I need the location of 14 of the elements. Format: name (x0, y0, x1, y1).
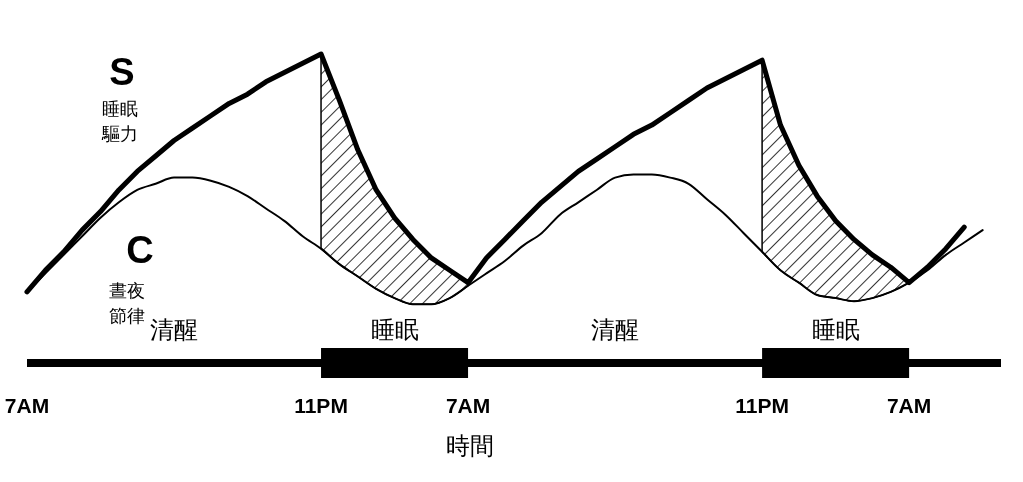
x-tick-label: 11PM (735, 394, 789, 417)
series-label: S (109, 51, 135, 93)
x-tick-label: 7AM (4, 394, 50, 417)
annotation: 睡眠 (370, 317, 419, 343)
annotation: 清醒 (591, 317, 640, 343)
series-label: C (126, 229, 154, 271)
annotation: 清醒 (150, 317, 199, 343)
x-tick-label: 7AM (445, 394, 491, 417)
x-tick-label: 7AM (886, 394, 932, 417)
annotation: 睡眠驅力 (101, 99, 138, 144)
x-tick-label: 11PM (294, 394, 348, 417)
x-axis-title: 時間 (446, 433, 494, 459)
annotation: 晝夜節律 (109, 281, 145, 326)
annotation: 睡眠 (811, 317, 860, 343)
